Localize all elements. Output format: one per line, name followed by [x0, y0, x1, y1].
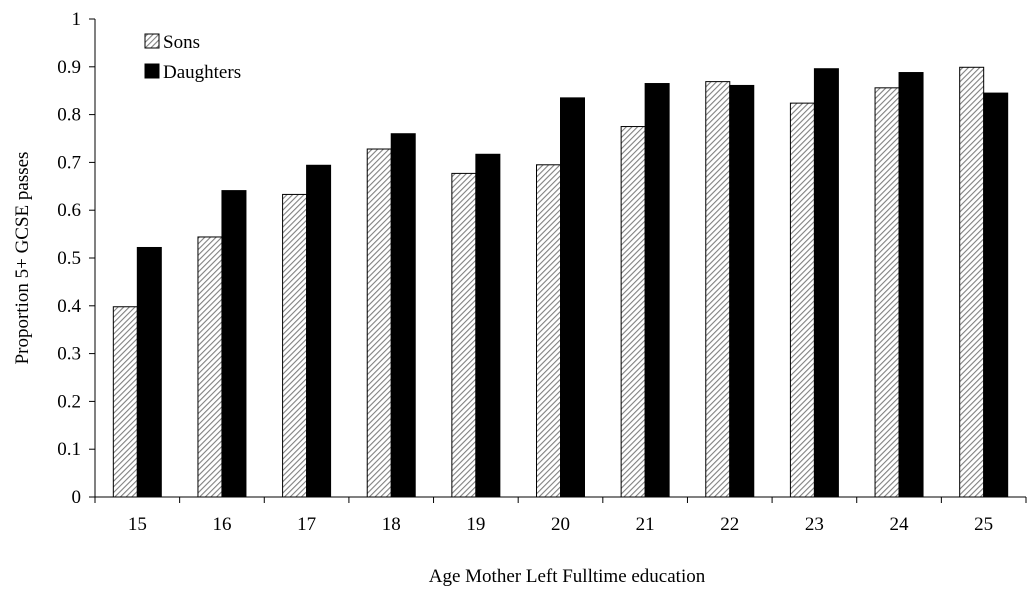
x-tick-label: 25 [974, 514, 993, 535]
x-tick-label: 15 [128, 514, 147, 535]
bar-sons-20 [536, 164, 561, 498]
bar-daughters-25 [983, 92, 1009, 498]
legend-label-sons: Sons [163, 32, 200, 53]
bar-daughters-24 [898, 72, 924, 498]
y-axis: 0 0.1 0.2 0.3 0.4 0.5 0.6 0.7 0.8 0.9 1 [57, 9, 96, 508]
y-tick-label: 0.9 [57, 57, 81, 78]
bar-daughters-17 [306, 164, 332, 498]
x-tick-label: 19 [466, 514, 485, 535]
bar-daughters-20 [560, 97, 585, 498]
y-tick-label: 0.6 [57, 200, 81, 221]
y-tick-label: 0 [72, 487, 82, 508]
bar-sons-19 [451, 172, 477, 498]
bar-daughters-23 [813, 68, 839, 498]
y-tick-label: 0.1 [57, 439, 81, 460]
x-axis-title: Age Mother Left Fulltime education [429, 566, 706, 587]
x-tick-label: 18 [382, 514, 401, 535]
bar-sons-21 [620, 126, 646, 498]
x-tick-label: 24 [890, 514, 910, 535]
x-axis: 15 16 17 18 19 20 21 22 23 24 25 [94, 496, 1027, 535]
y-tick-label: 0.4 [57, 296, 81, 317]
bar-daughters-15 [136, 246, 162, 498]
bar-sons-15 [112, 306, 138, 498]
legend-swatch-sons [144, 33, 160, 49]
bar-daughters-21 [644, 83, 670, 498]
bar-daughters-19 [475, 153, 501, 498]
legend-swatch-daughters [144, 63, 160, 79]
y-tick-label: 0.8 [57, 105, 81, 126]
bar-sons-17 [282, 193, 308, 498]
legend: Sons Daughters [144, 32, 241, 83]
y-tick-label: 1 [72, 9, 82, 30]
bar-sons-24 [874, 87, 900, 498]
y-tick-label: 0.5 [57, 248, 81, 269]
x-tick-label: 21 [636, 514, 655, 535]
bar-sons-25 [959, 66, 985, 498]
x-tick-label: 20 [551, 514, 570, 535]
bars [112, 66, 1009, 498]
legend-label-daughters: Daughters [163, 62, 241, 83]
y-tick-label: 0.2 [57, 391, 81, 412]
x-tick-label: 16 [212, 514, 231, 535]
bar-sons-18 [366, 148, 392, 498]
y-tick-label: 0.7 [57, 152, 81, 173]
y-axis-title: Proportion 5+ GCSE passes [12, 152, 33, 365]
bar-sons-22 [705, 81, 731, 498]
bar-sons-16 [197, 236, 223, 498]
x-tick-label: 23 [805, 514, 824, 535]
bar-daughters-16 [221, 190, 247, 498]
x-tick-label: 17 [297, 514, 316, 535]
x-tick-label: 22 [720, 514, 739, 535]
y-tick-label: 0.3 [57, 344, 81, 365]
bar-daughters-22 [729, 84, 755, 498]
bar-daughters-18 [390, 133, 416, 498]
bar-sons-23 [789, 102, 815, 498]
